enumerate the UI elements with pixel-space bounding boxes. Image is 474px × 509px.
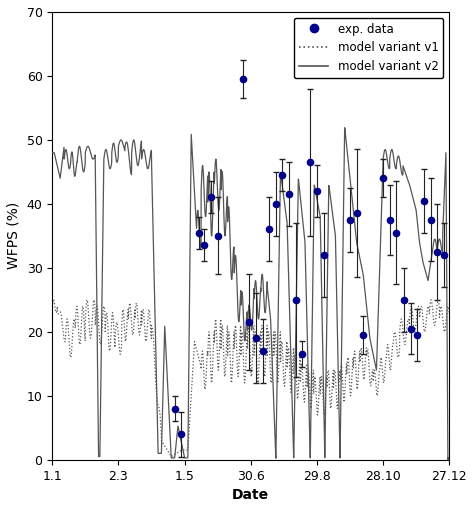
- X-axis label: Date: Date: [232, 488, 269, 502]
- Y-axis label: WFPS (%): WFPS (%): [7, 202, 21, 269]
- Legend: exp. data, model variant v1, model variant v2: exp. data, model variant v1, model varia…: [294, 18, 443, 78]
